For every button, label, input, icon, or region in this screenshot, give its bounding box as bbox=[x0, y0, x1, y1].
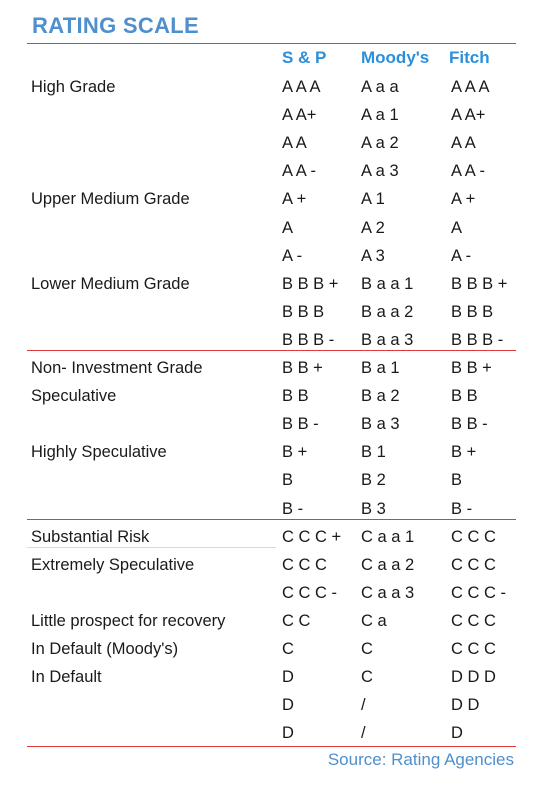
row-label: Non- Investment Grade bbox=[31, 359, 203, 377]
sp-rating: B B bbox=[282, 387, 309, 406]
moodys-rating: C a a 1 bbox=[361, 527, 415, 546]
sp-rating: C bbox=[282, 640, 294, 658]
sp-rating: A A bbox=[282, 134, 307, 153]
moodys-rating: B 1 bbox=[361, 443, 386, 462]
column-header-sp: S & P bbox=[282, 48, 327, 67]
page-title: RATING SCALE bbox=[32, 13, 199, 38]
moodys-rating: A 1 bbox=[361, 190, 385, 209]
moodys-rating: C bbox=[361, 640, 373, 658]
fitch-rating: B B B bbox=[451, 302, 494, 321]
divider-top bbox=[27, 43, 516, 44]
fitch-rating: A + bbox=[451, 190, 476, 209]
fitch-rating: B + bbox=[451, 443, 477, 462]
moodys-rating: A a 1 bbox=[361, 106, 399, 125]
row-label: High Grade bbox=[31, 78, 116, 96]
sp-rating: B + bbox=[282, 443, 308, 462]
fitch-rating: C C C bbox=[451, 611, 496, 630]
source-note: Source: Rating Agencies bbox=[327, 750, 514, 769]
moodys-rating: B a 3 bbox=[361, 415, 400, 434]
fitch-rating: A A - bbox=[451, 162, 485, 181]
moodys-rating: B a a 2 bbox=[361, 302, 414, 321]
sp-rating: B - bbox=[282, 499, 304, 518]
row-label: Lower Medium Grade bbox=[31, 274, 190, 293]
fitch-rating: D D D bbox=[451, 668, 496, 687]
moodys-rating: C a a 3 bbox=[361, 583, 415, 602]
fitch-rating: B B - bbox=[451, 415, 488, 434]
moodys-rating: A a a bbox=[361, 78, 399, 96]
sp-rating: C C bbox=[282, 611, 311, 630]
sp-rating: D bbox=[282, 696, 294, 715]
fitch-rating: C C C - bbox=[451, 583, 506, 602]
sp-rating: C C C + bbox=[282, 527, 342, 546]
moodys-rating: B 3 bbox=[361, 499, 386, 518]
moodys-rating: B a 1 bbox=[361, 359, 400, 377]
fitch-rating: B B + bbox=[451, 359, 492, 377]
sp-rating: B B B bbox=[282, 302, 325, 321]
fitch-rating: A A A bbox=[451, 78, 490, 96]
row-label: Little prospect for recovery bbox=[31, 611, 226, 630]
moodys-rating: B a 2 bbox=[361, 387, 400, 406]
sp-rating: A A+ bbox=[282, 106, 317, 125]
sp-rating: A A A bbox=[282, 78, 321, 96]
moodys-rating: A a 3 bbox=[361, 162, 399, 181]
row-label: Extremely Speculative bbox=[31, 555, 195, 574]
sp-rating: B B + bbox=[282, 359, 323, 377]
row-label: In Default (Moody's) bbox=[31, 640, 179, 658]
sp-rating: A - bbox=[282, 246, 303, 265]
sp-rating: B B B + bbox=[282, 274, 339, 293]
fitch-rating: A A+ bbox=[451, 106, 486, 125]
divider-bottom bbox=[27, 746, 516, 747]
sp-rating: A A - bbox=[282, 162, 316, 181]
sp-rating: C C C bbox=[282, 555, 327, 574]
moodys-rating: B 2 bbox=[361, 471, 386, 490]
moodys-rating: C bbox=[361, 668, 373, 687]
moodys-rating: / bbox=[361, 724, 366, 743]
fitch-rating: D D bbox=[451, 696, 480, 715]
sp-rating: B B B - bbox=[282, 330, 335, 349]
fitch-rating: D bbox=[451, 724, 463, 743]
fitch-rating: B B B + bbox=[451, 274, 508, 293]
row-label: Upper Medium Grade bbox=[31, 190, 190, 209]
sp-rating: D bbox=[282, 668, 294, 687]
sp-rating: B B - bbox=[282, 415, 319, 434]
sp-rating: B bbox=[282, 471, 294, 490]
fitch-rating: B B B - bbox=[451, 330, 504, 349]
divider-speculative bbox=[27, 519, 516, 520]
fitch-rating: B bbox=[451, 471, 463, 490]
moodys-rating: B a a 3 bbox=[361, 330, 414, 349]
sp-rating: C C C - bbox=[282, 583, 337, 602]
divider-substantial-risk bbox=[27, 547, 276, 548]
moodys-rating: A a 2 bbox=[361, 134, 399, 153]
moodys-rating: C a bbox=[361, 611, 387, 630]
fitch-rating: B B bbox=[451, 387, 478, 406]
fitch-rating: C C C bbox=[451, 555, 496, 574]
fitch-rating: B - bbox=[451, 499, 473, 518]
row-label: Highly Speculative bbox=[31, 443, 167, 462]
fitch-rating: C C C bbox=[451, 640, 496, 658]
fitch-rating: A A bbox=[451, 134, 476, 153]
row-label: Speculative bbox=[31, 387, 117, 406]
row-label: Substantial Risk bbox=[31, 527, 150, 546]
sp-rating: A + bbox=[282, 190, 307, 209]
column-header-moodys: Moody's bbox=[361, 48, 430, 67]
fitch-rating: A - bbox=[451, 246, 472, 265]
moodys-rating: B a a 1 bbox=[361, 274, 414, 293]
fitch-rating: C C C bbox=[451, 527, 496, 546]
moodys-rating: / bbox=[361, 696, 366, 715]
sp-rating: A bbox=[282, 218, 294, 237]
moodys-rating: C a a 2 bbox=[361, 555, 415, 574]
sp-rating: D bbox=[282, 724, 294, 743]
column-header-fitch: Fitch bbox=[449, 48, 490, 67]
moodys-rating: A 2 bbox=[361, 218, 385, 237]
row-label: In Default bbox=[31, 668, 102, 687]
divider-investment-grade bbox=[27, 350, 516, 351]
moodys-rating: A 3 bbox=[361, 246, 385, 265]
fitch-rating: A bbox=[451, 218, 463, 237]
